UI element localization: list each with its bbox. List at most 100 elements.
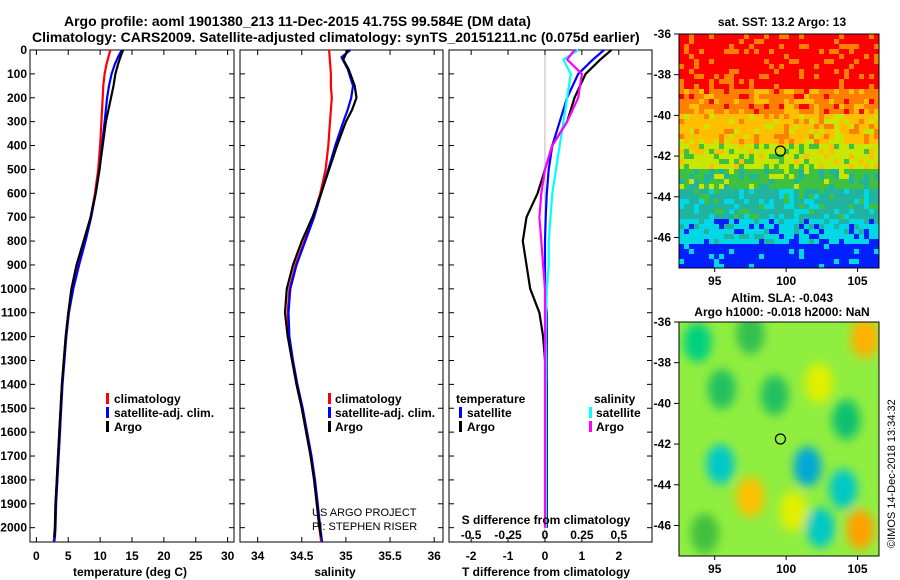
sst-cell	[849, 114, 854, 119]
sst-cell	[754, 109, 759, 114]
sst-cell	[829, 219, 834, 224]
sst-cell	[699, 54, 704, 59]
sst-cell	[704, 109, 709, 114]
sst-cell	[699, 174, 704, 179]
sst-cell	[834, 244, 839, 249]
sst-cell	[804, 199, 809, 204]
sst-cell	[719, 79, 724, 84]
sst-cell	[719, 129, 724, 134]
sst-cell	[824, 164, 829, 169]
sst-cell	[729, 39, 734, 44]
sst-cell	[744, 209, 749, 214]
sst-cell	[829, 264, 834, 268]
lat-tick-label: -44	[654, 478, 672, 492]
sst-cell	[859, 44, 864, 49]
sst-cell	[714, 179, 719, 184]
sst-cell	[804, 259, 809, 264]
sst-cell	[814, 249, 819, 254]
sst-cell	[694, 139, 699, 144]
sst-cell	[699, 219, 704, 224]
sst-cell	[874, 44, 879, 49]
sst-cell	[839, 234, 844, 239]
sst-cell	[804, 124, 809, 129]
sst-cell	[749, 254, 754, 259]
sst-cell	[799, 174, 804, 179]
sla-anomaly	[683, 322, 712, 363]
sst-cell	[719, 244, 724, 249]
sst-cell	[769, 199, 774, 204]
sst-cell	[854, 224, 859, 229]
sst-cell	[774, 164, 779, 169]
sst-cell	[734, 254, 739, 259]
sst-cell	[704, 99, 709, 104]
sst-cell	[724, 104, 729, 109]
sst-cell	[829, 204, 834, 209]
sst-cell	[784, 109, 789, 114]
sst-cell	[804, 164, 809, 169]
sst-cell	[759, 59, 764, 64]
sst-cell	[804, 119, 809, 124]
lon-tick-label: 105	[848, 274, 868, 288]
sst-cell	[724, 79, 729, 84]
sst-cell	[744, 104, 749, 109]
sst-cell	[774, 94, 779, 99]
argo-position-marker	[774, 433, 787, 445]
sst-cell	[799, 229, 804, 234]
sst-cell	[814, 179, 819, 184]
sst-cell	[784, 259, 789, 264]
sst-cell	[764, 214, 769, 219]
sst-cell	[719, 249, 724, 254]
sst-cell	[784, 69, 789, 74]
sst-cell	[869, 224, 874, 229]
sst-cell	[829, 144, 834, 149]
sst-cell	[824, 159, 829, 164]
sst-cell	[774, 99, 779, 104]
sst-cell	[729, 154, 734, 159]
sst-cell	[684, 164, 689, 169]
sst-cell	[684, 94, 689, 99]
sst-cell	[874, 119, 879, 124]
sst-cell	[769, 259, 774, 264]
sst-cell	[759, 214, 764, 219]
sst-cell	[864, 49, 869, 54]
sst-cell	[724, 194, 729, 199]
sst-cell	[849, 144, 854, 149]
sst-cell	[714, 109, 719, 114]
sst-cell	[739, 94, 744, 99]
sst-cell	[684, 114, 689, 119]
sst-cell	[724, 149, 729, 154]
sst-cell	[754, 59, 759, 64]
sst-cell	[694, 199, 699, 204]
sst-cell	[784, 229, 789, 234]
sst-cell	[729, 109, 734, 114]
sst-cell	[794, 84, 799, 89]
sst-cell	[719, 124, 724, 129]
sst-cell	[844, 139, 849, 144]
sst-cell	[704, 54, 709, 59]
sst-cell	[779, 139, 784, 144]
sst-cell	[719, 144, 724, 149]
sst-cell	[684, 84, 689, 89]
sst-cell	[804, 244, 809, 249]
sst-cell	[749, 234, 754, 239]
sst-cell	[739, 74, 744, 79]
sst-cell	[874, 109, 879, 114]
sst-cell	[749, 94, 754, 99]
sst-cell	[749, 44, 754, 49]
sst-cell	[859, 74, 864, 79]
sst-cell	[724, 179, 729, 184]
sst-cell	[709, 154, 714, 159]
sst-cell	[804, 154, 809, 159]
sst-cell	[859, 244, 864, 249]
sst-cell	[684, 154, 689, 159]
sst-cell	[829, 99, 834, 104]
sst-cell	[729, 259, 734, 264]
sst-cell	[729, 69, 734, 74]
sst-cell	[749, 49, 754, 54]
sst-cell	[839, 44, 844, 49]
sst-cell	[834, 134, 839, 139]
sst-cell	[769, 139, 774, 144]
sst-cell	[729, 199, 734, 204]
sst-cell	[824, 99, 829, 104]
sst-cell	[799, 94, 804, 99]
